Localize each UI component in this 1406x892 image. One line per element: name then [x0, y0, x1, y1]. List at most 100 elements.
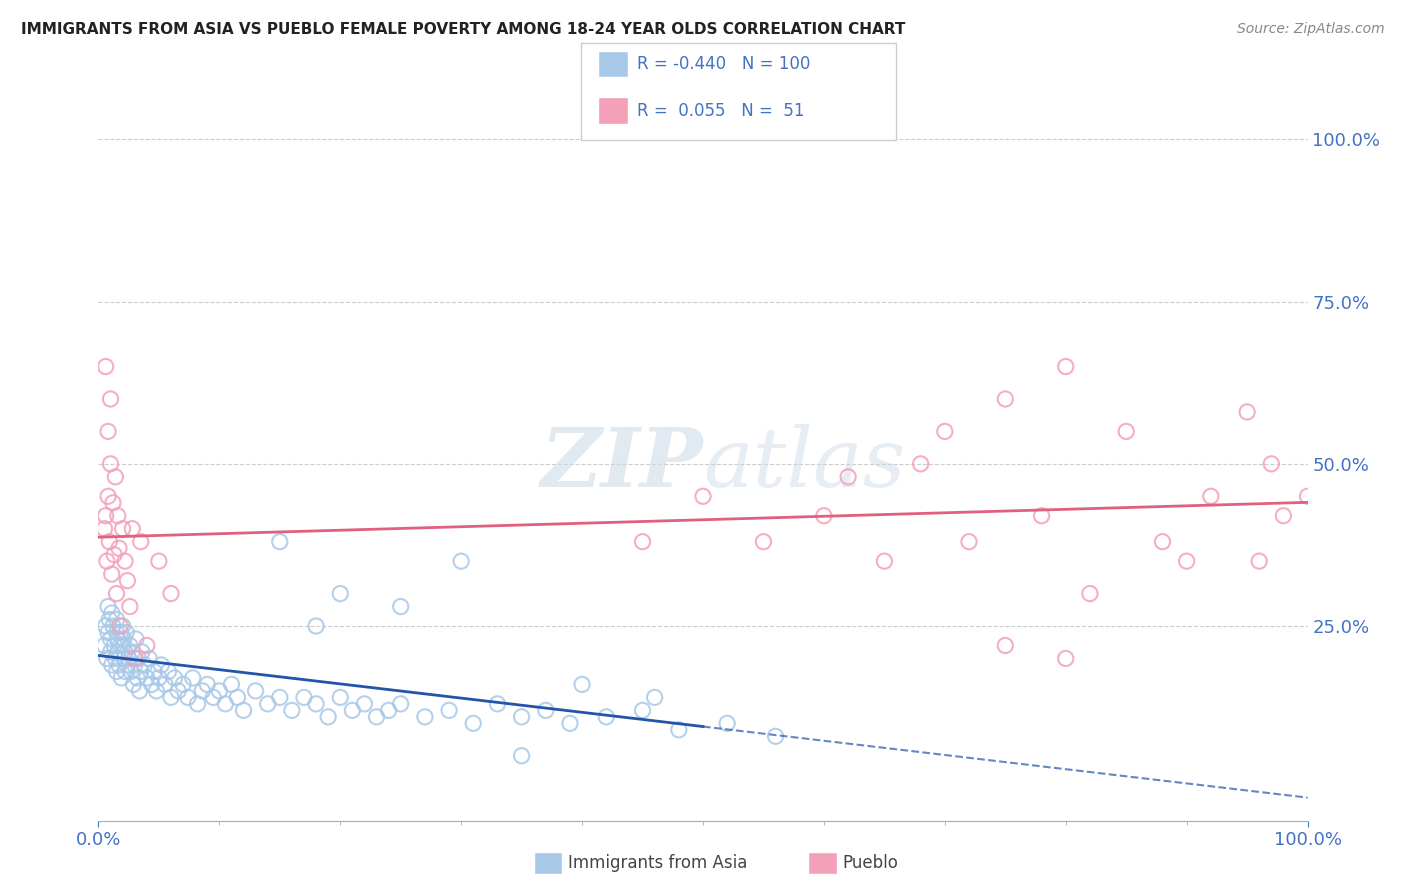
Point: [114, 554, 136, 568]
Point: [120, 665, 142, 679]
Point: [101, 619, 124, 633]
Point: [510, 748, 533, 763]
Point: [631, 703, 654, 717]
Point: [1054, 651, 1077, 665]
Point: [122, 677, 145, 691]
Point: [114, 665, 136, 679]
Point: [121, 645, 143, 659]
Point: [1272, 508, 1295, 523]
Point: [100, 392, 122, 406]
Point: [153, 677, 176, 691]
Point: [813, 508, 835, 523]
Point: [103, 548, 125, 562]
Point: [97, 425, 120, 439]
Point: [1236, 405, 1258, 419]
Point: [437, 703, 460, 717]
Point: [128, 684, 150, 698]
Point: [108, 657, 131, 672]
Point: [226, 690, 249, 705]
Point: [463, 716, 485, 731]
Point: [510, 710, 533, 724]
Point: [117, 657, 139, 672]
Point: [934, 425, 956, 439]
Text: Pueblo: Pueblo: [842, 854, 898, 871]
Point: [104, 470, 127, 484]
Point: [631, 534, 654, 549]
Point: [93, 522, 115, 536]
Point: [100, 606, 122, 620]
Point: [111, 639, 134, 653]
Point: [765, 729, 787, 743]
Point: [100, 632, 122, 646]
Point: [187, 697, 209, 711]
Point: [97, 625, 120, 640]
Point: [595, 710, 617, 724]
Point: [145, 684, 167, 698]
Point: [1078, 586, 1101, 600]
Point: [1199, 489, 1222, 503]
Point: [752, 534, 775, 549]
Point: [121, 522, 143, 536]
Point: [108, 619, 131, 633]
Text: IMMIGRANTS FROM ASIA VS PUEBLO FEMALE POVERTY AMONG 18-24 YEAR OLDS CORRELATION : IMMIGRANTS FROM ASIA VS PUEBLO FEMALE PO…: [21, 22, 905, 37]
Point: [107, 632, 129, 646]
Point: [450, 554, 472, 568]
Point: [131, 645, 153, 659]
Point: [232, 703, 254, 717]
Point: [837, 470, 859, 484]
Point: [100, 457, 122, 471]
Point: [177, 690, 200, 705]
Point: [413, 710, 436, 724]
Text: Immigrants from Asia: Immigrants from Asia: [568, 854, 748, 871]
Point: [534, 703, 557, 717]
Point: [221, 677, 243, 691]
Point: [110, 671, 132, 685]
Point: [107, 645, 129, 659]
Point: [124, 651, 146, 665]
Point: [100, 645, 122, 659]
Point: [644, 690, 666, 705]
Point: [96, 554, 118, 568]
Point: [329, 586, 352, 600]
Point: [118, 599, 141, 614]
Point: [316, 710, 339, 724]
Point: [117, 574, 139, 588]
Point: [329, 690, 352, 705]
Point: [389, 697, 412, 711]
Point: [105, 625, 128, 640]
Point: [148, 671, 170, 685]
Point: [150, 657, 173, 672]
Point: [1054, 359, 1077, 374]
Point: [873, 554, 896, 568]
Point: [129, 534, 152, 549]
Point: [1249, 554, 1271, 568]
Point: [100, 567, 122, 582]
Point: [366, 710, 388, 724]
Point: [127, 671, 149, 685]
Point: [486, 697, 509, 711]
Point: [101, 496, 124, 510]
Point: [292, 690, 315, 705]
Point: [108, 639, 131, 653]
Point: [305, 697, 328, 711]
Point: [127, 651, 149, 665]
Point: [104, 651, 127, 665]
Point: [111, 619, 134, 633]
Point: [342, 703, 364, 717]
Point: [160, 690, 183, 705]
Point: [167, 684, 190, 698]
Point: [96, 651, 118, 665]
Point: [124, 657, 146, 672]
Point: [191, 684, 214, 698]
Point: [202, 690, 225, 705]
Point: [118, 639, 141, 653]
Point: [94, 359, 117, 374]
Text: R =  0.055   N =  51: R = 0.055 N = 51: [637, 102, 804, 120]
Point: [353, 697, 375, 711]
Text: Source: ZipAtlas.com: Source: ZipAtlas.com: [1237, 22, 1385, 37]
Point: [195, 677, 218, 691]
Point: [1296, 489, 1319, 503]
Point: [100, 657, 122, 672]
Point: [160, 586, 183, 600]
Text: atlas: atlas: [703, 424, 905, 504]
